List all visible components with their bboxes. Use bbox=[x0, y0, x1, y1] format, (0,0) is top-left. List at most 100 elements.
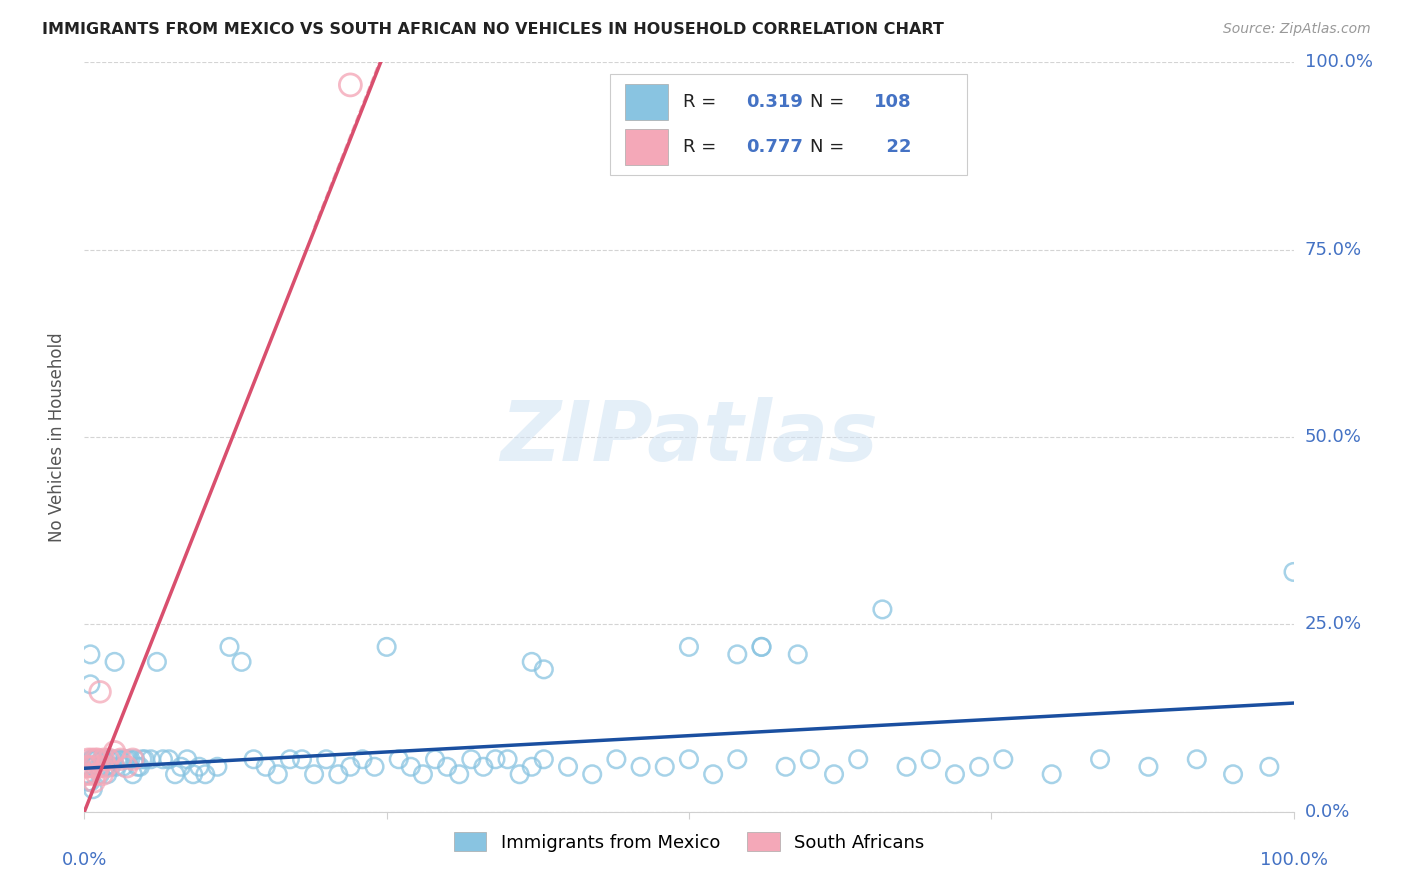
Point bbox=[84, 752, 107, 766]
Point bbox=[267, 767, 290, 781]
Point bbox=[725, 648, 748, 662]
Point bbox=[630, 760, 652, 774]
Point bbox=[124, 752, 146, 766]
Point bbox=[557, 760, 579, 774]
FancyBboxPatch shape bbox=[610, 74, 967, 175]
Text: ZIPatlas: ZIPatlas bbox=[501, 397, 877, 477]
Point bbox=[104, 745, 127, 759]
Point bbox=[100, 760, 122, 774]
Point bbox=[129, 760, 152, 774]
Point bbox=[678, 752, 700, 766]
Point bbox=[328, 767, 350, 781]
Point bbox=[352, 752, 374, 766]
Point bbox=[93, 752, 115, 766]
Point bbox=[134, 752, 156, 766]
Point bbox=[107, 752, 129, 766]
Point bbox=[84, 752, 107, 766]
Point bbox=[76, 760, 98, 774]
Point bbox=[194, 767, 217, 781]
Point bbox=[472, 760, 495, 774]
Text: 0.319: 0.319 bbox=[745, 93, 803, 112]
Text: 0.0%: 0.0% bbox=[62, 851, 107, 869]
Point bbox=[605, 752, 627, 766]
Point bbox=[775, 760, 797, 774]
Point bbox=[82, 760, 104, 774]
Point bbox=[388, 752, 411, 766]
Point bbox=[83, 774, 105, 789]
Point bbox=[103, 752, 125, 766]
Text: 100.0%: 100.0% bbox=[1260, 851, 1327, 869]
FancyBboxPatch shape bbox=[624, 129, 668, 165]
Point bbox=[1258, 760, 1281, 774]
Point bbox=[702, 767, 724, 781]
Point bbox=[79, 677, 101, 691]
Point bbox=[94, 760, 117, 774]
Point bbox=[1282, 565, 1305, 579]
Point bbox=[533, 752, 555, 766]
Point bbox=[79, 767, 101, 781]
Point bbox=[188, 760, 211, 774]
Point bbox=[94, 760, 117, 774]
Point bbox=[943, 767, 966, 781]
Point bbox=[86, 767, 108, 781]
Point bbox=[460, 752, 482, 766]
Text: 100.0%: 100.0% bbox=[1305, 54, 1372, 71]
Point bbox=[131, 752, 153, 766]
Point bbox=[218, 640, 240, 654]
Point bbox=[87, 760, 110, 774]
Text: 0.777: 0.777 bbox=[745, 138, 803, 156]
Point bbox=[751, 640, 773, 654]
Point bbox=[75, 767, 97, 781]
Point bbox=[496, 752, 519, 766]
Point bbox=[80, 752, 103, 766]
Point bbox=[254, 760, 277, 774]
Text: N =: N = bbox=[810, 93, 849, 112]
Point bbox=[291, 752, 314, 766]
Point bbox=[127, 760, 149, 774]
Point bbox=[1040, 767, 1063, 781]
Point bbox=[1137, 760, 1160, 774]
Point bbox=[786, 648, 808, 662]
Point bbox=[96, 767, 118, 781]
Point bbox=[509, 767, 531, 781]
Point bbox=[1222, 767, 1244, 781]
Y-axis label: No Vehicles in Household: No Vehicles in Household bbox=[48, 332, 66, 542]
Point bbox=[363, 760, 385, 774]
Point bbox=[678, 640, 700, 654]
Point bbox=[104, 655, 127, 669]
Point bbox=[90, 752, 112, 766]
Point bbox=[87, 760, 110, 774]
Point bbox=[121, 767, 143, 781]
Point bbox=[170, 760, 193, 774]
Point bbox=[920, 752, 942, 766]
Point bbox=[993, 752, 1015, 766]
Point bbox=[412, 767, 434, 781]
Point bbox=[93, 752, 115, 766]
Point bbox=[146, 655, 169, 669]
Text: 22: 22 bbox=[875, 138, 911, 156]
Point bbox=[399, 760, 422, 774]
Text: 75.0%: 75.0% bbox=[1305, 241, 1362, 259]
Point bbox=[79, 648, 101, 662]
Text: R =: R = bbox=[683, 138, 721, 156]
Point bbox=[86, 752, 108, 766]
Point bbox=[139, 752, 162, 766]
Point bbox=[799, 752, 821, 766]
Point bbox=[823, 767, 845, 781]
Point bbox=[86, 752, 108, 766]
Point bbox=[654, 760, 676, 774]
Point bbox=[846, 752, 869, 766]
Point bbox=[449, 767, 471, 781]
Point bbox=[520, 655, 543, 669]
Point bbox=[77, 760, 100, 774]
Point bbox=[79, 774, 101, 789]
Point bbox=[231, 655, 253, 669]
Point bbox=[115, 760, 138, 774]
Text: Source: ZipAtlas.com: Source: ZipAtlas.com bbox=[1223, 22, 1371, 37]
Text: 0.0%: 0.0% bbox=[1305, 803, 1350, 821]
Text: IMMIGRANTS FROM MEXICO VS SOUTH AFRICAN NO VEHICLES IN HOUSEHOLD CORRELATION CHA: IMMIGRANTS FROM MEXICO VS SOUTH AFRICAN … bbox=[42, 22, 943, 37]
Point bbox=[89, 685, 111, 699]
Point bbox=[117, 752, 139, 766]
Point bbox=[97, 752, 120, 766]
Point bbox=[339, 78, 361, 92]
